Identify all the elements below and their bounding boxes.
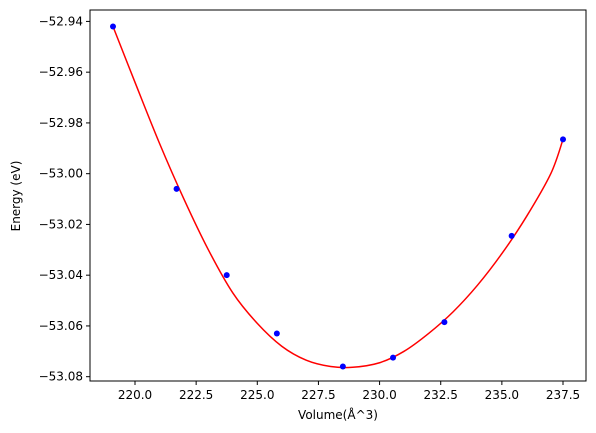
y-tick-label: −52.94: [39, 14, 83, 28]
data-point: [560, 136, 567, 143]
x-tick-label: 220.0: [118, 388, 152, 402]
y-tick-label: −53.00: [39, 167, 83, 181]
y-tick-label: −52.98: [39, 116, 83, 130]
data-point: [508, 232, 515, 239]
plot-layer: [109, 23, 567, 370]
plot-frame: [89, 9, 587, 382]
y-tick-label: −53.04: [39, 268, 83, 282]
data-point: [390, 354, 397, 361]
y-tick-label: −52.96: [39, 65, 83, 79]
x-tick-label: 237.5: [546, 388, 580, 402]
x-tick-label: 235.0: [485, 388, 519, 402]
x-tick-label: 232.5: [424, 388, 458, 402]
data-point: [109, 23, 116, 30]
data-point: [173, 185, 180, 192]
data-point: [273, 330, 280, 337]
data-point: [441, 319, 448, 326]
y-tick-label: −53.06: [39, 319, 83, 333]
data-point: [223, 272, 230, 279]
y-tick-label: −53.02: [39, 217, 83, 231]
x-tick-label: 227.5: [301, 388, 335, 402]
x-tick-label: 225.0: [240, 388, 274, 402]
y-tick-label: −53.08: [39, 370, 83, 384]
x-axis-label: Volume(Å^3): [298, 407, 378, 422]
x-axis: 220.0 222.5 225.0 227.5 230.0 232.5 235.0 237.5: [118, 381, 580, 402]
y-axis: −52.94 −52.96 −52.98 −53.00 −53.02 −53.04 −53.…: [39, 14, 90, 384]
y-axis-label: Energy (eV): [9, 161, 23, 232]
x-tick-label: 230.0: [362, 388, 396, 402]
x-tick-label: 222.5: [179, 388, 213, 402]
data-point: [339, 363, 346, 370]
